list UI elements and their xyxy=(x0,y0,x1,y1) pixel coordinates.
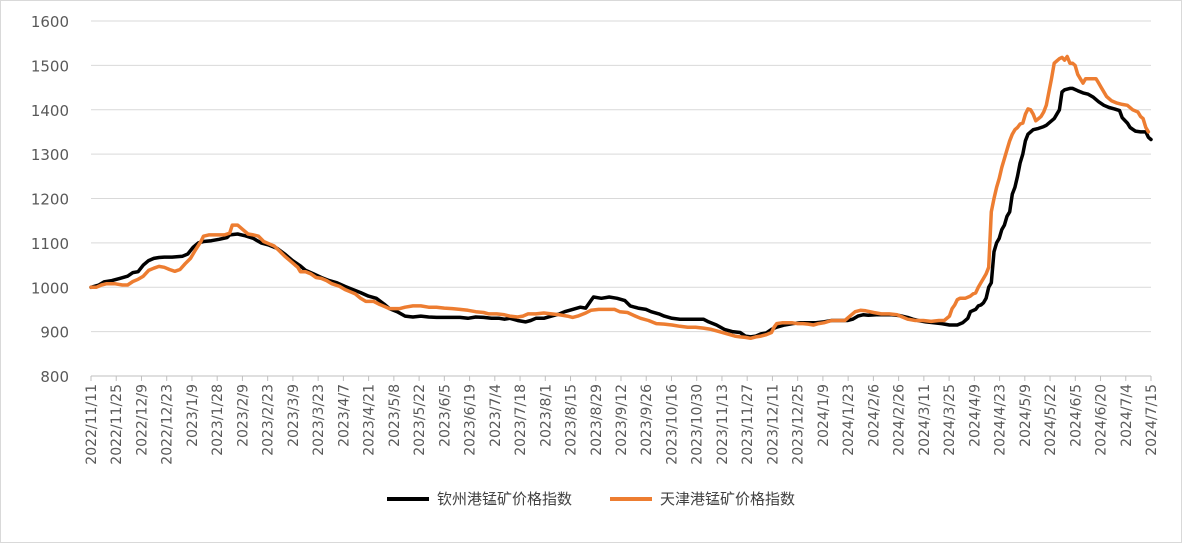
x-tick-label: 2024/6/20 xyxy=(1094,384,1110,456)
x-tick-label: 2023/10/30 xyxy=(690,384,706,465)
x-tick-label: 2024/7/15 xyxy=(1144,384,1160,456)
x-axis xyxy=(90,375,1152,381)
legend-item-tianjin: 天津港锰矿价格指数 xyxy=(610,488,795,509)
x-tick-label: 2022/11/11 xyxy=(84,384,100,465)
x-tick-label: 2023/2/23 xyxy=(261,384,277,456)
x-tick-label: 2023/9/26 xyxy=(639,384,655,456)
x-tick-label: 2024/3/25 xyxy=(942,384,958,456)
y-tick-label-1000: 1000 xyxy=(31,279,69,297)
x-tick-label: 2023/11/13 xyxy=(715,384,731,465)
x-tick-label: 2024/7/4 xyxy=(1119,384,1135,447)
y-tick-label-1200: 1200 xyxy=(31,191,69,209)
x-tick-label: 2024/1/9 xyxy=(816,384,832,447)
y-axis-tick-labels: 800 900 1000 1100 1200 1300 1400 1500 1600 xyxy=(31,13,69,386)
legend-item-qinzhou: 钦州港锰矿价格指数 xyxy=(386,488,572,509)
y-tick-label-1500: 1500 xyxy=(31,57,69,75)
x-tick-label: 2023/7/18 xyxy=(513,384,529,456)
x-tick-label: 2023/1/9 xyxy=(185,384,201,447)
x-tick-label: 2023/4/21 xyxy=(362,384,378,456)
legend-label-qinzhou: 钦州港锰矿价格指数 xyxy=(436,490,572,508)
x-tick-label: 2023/6/19 xyxy=(463,384,479,456)
x-tick-label: 2023/2/9 xyxy=(235,384,251,447)
x-tick-label: 2023/8/29 xyxy=(589,384,605,456)
x-tick-label: 2024/2/26 xyxy=(892,384,908,456)
x-tick-label: 2022/12/23 xyxy=(160,384,176,465)
x-tick-label: 2023/7/4 xyxy=(488,384,504,447)
series-layer xyxy=(89,54,1153,341)
x-tick-label: 2023/4/7 xyxy=(336,384,352,447)
x-tick-label: 2024/6/5 xyxy=(1068,384,1084,447)
x-tick-label: 2023/11/27 xyxy=(740,384,756,465)
x-tick-label: 2023/8/15 xyxy=(564,384,580,456)
x-tick-label: 2023/12/25 xyxy=(791,384,807,465)
legend-label-tianjin: 天津港锰矿价格指数 xyxy=(660,490,796,508)
x-tick-label: 2024/4/9 xyxy=(967,384,983,447)
x-tick-label: 2024/1/23 xyxy=(841,384,857,456)
x-tick-label: 2022/12/9 xyxy=(134,384,150,456)
x-tick-label: 2023/12/11 xyxy=(765,384,781,465)
x-tick-label: 2023/3/9 xyxy=(286,384,302,447)
x-tick-label: 2024/4/23 xyxy=(993,384,1009,456)
y-tick-label-1100: 1100 xyxy=(31,235,69,253)
x-tick-label: 2024/3/11 xyxy=(917,384,933,456)
x-tick-label: 2023/9/12 xyxy=(614,384,630,456)
x-tick-label: 2023/10/16 xyxy=(664,384,680,465)
x-tick-label: 2024/5/22 xyxy=(1043,384,1059,456)
legend-swatch-tianjin xyxy=(610,496,652,501)
x-tick-label: 2023/1/28 xyxy=(210,384,226,456)
x-tick-label: 2024/5/9 xyxy=(1018,384,1034,447)
y-tick-label-800: 800 xyxy=(40,368,69,386)
y-tick-label-900: 900 xyxy=(40,324,69,342)
legend: 钦州港锰矿价格指数 天津港锰矿价格指数 xyxy=(0,488,1182,509)
y-tick-label-1300: 1300 xyxy=(31,146,69,164)
x-axis-tick-labels: 2022/11/11 2022/11/25 2022/12/9 2022/12/23 2… xyxy=(84,384,1160,465)
series-line-tianjin xyxy=(89,54,1151,341)
x-tick-label: 2023/5/8 xyxy=(387,384,403,447)
y-tick-label-1600: 1600 xyxy=(31,13,69,31)
x-tick-label: 2022/11/25 xyxy=(109,384,125,465)
x-tick-label: 2023/5/22 xyxy=(412,384,428,456)
legend-swatch-qinzhou xyxy=(386,496,429,501)
y-tick-label-1400: 1400 xyxy=(31,102,69,120)
x-tick-label: 2023/6/5 xyxy=(437,384,453,447)
x-tick-label: 2023/8/1 xyxy=(538,384,554,447)
x-tick-label: 2023/3/23 xyxy=(311,384,327,456)
x-tick-label: 2024/2/6 xyxy=(866,384,882,447)
